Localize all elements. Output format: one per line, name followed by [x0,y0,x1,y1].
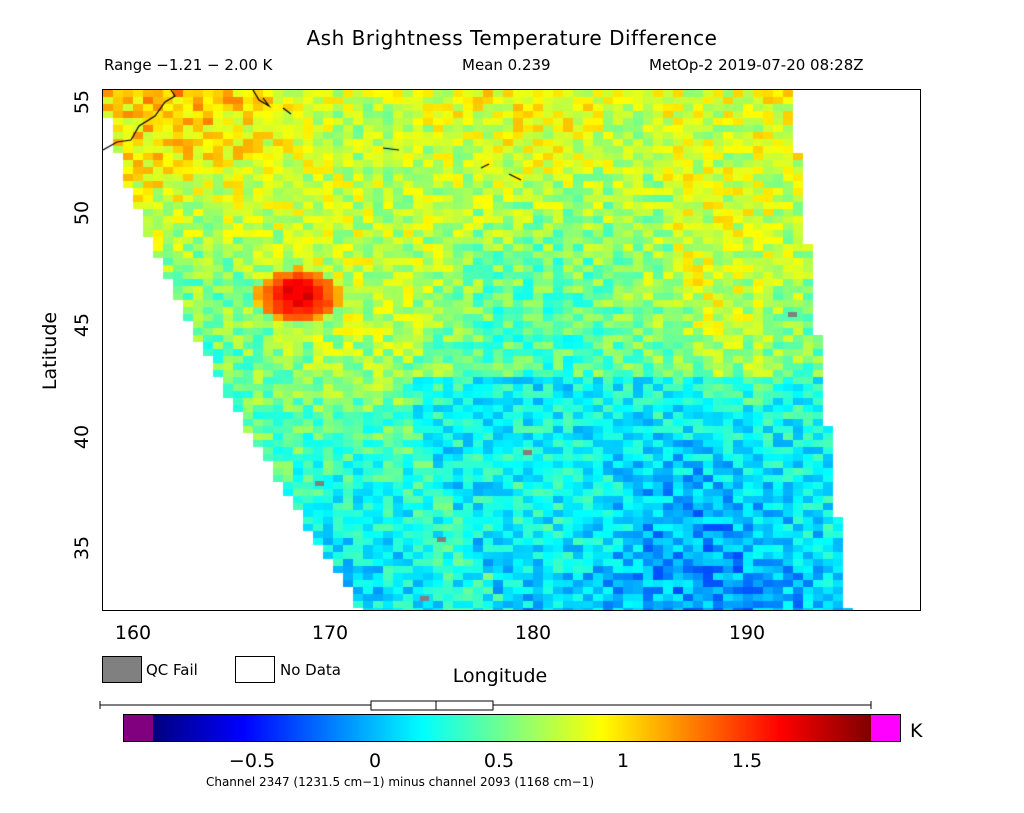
cb-tick-05: 0.5 [483,750,515,772]
range-label: Range −1.21 − 2.00 K [104,56,273,74]
y-axis-title: Latitude [39,311,61,391]
y-tick-40: 40 [71,424,93,450]
no-data-label: No Data [280,661,341,679]
cb-tick-1: 1 [616,750,630,772]
x-tick-190: 190 [728,622,766,644]
satellite-time-label: MetOp-2 2019-07-20 08:28Z [649,56,864,74]
boxplot-iqr [370,700,494,711]
map-plot-area [102,89,921,611]
y-tick-35: 35 [71,535,93,561]
cb-tick-0: 0 [368,750,382,772]
colorbar-over-swatch [871,714,901,742]
colorbar-unit: K [910,720,923,742]
x-tick-180: 180 [514,622,552,644]
y-tick-50: 50 [71,200,93,226]
no-data-swatch [235,656,275,683]
mean-label: Mean 0.239 [462,56,551,74]
qc-fail-swatch [102,656,142,683]
colorbar-frame [123,714,901,742]
y-tick-55: 55 [71,89,93,115]
channel-caption: Channel 2347 (1231.5 cm−1) minus channel… [205,775,595,789]
x-tick-160: 160 [114,622,152,644]
colorbar-under-swatch [123,714,153,742]
colorbar-gradient [153,714,871,742]
x-axis-title: Longitude [452,665,548,687]
qc-fail-label: QC Fail [146,661,198,679]
cb-tick-15: 1.5 [731,750,763,772]
chart-title: Ash Brightness Temperature Difference [306,26,718,50]
ash-btd-map [103,90,920,610]
cb-tick-neg05: −0.5 [228,750,276,772]
y-tick-45: 45 [71,312,93,338]
colorbar-boxplot [99,700,872,711]
x-tick-170: 170 [311,622,349,644]
